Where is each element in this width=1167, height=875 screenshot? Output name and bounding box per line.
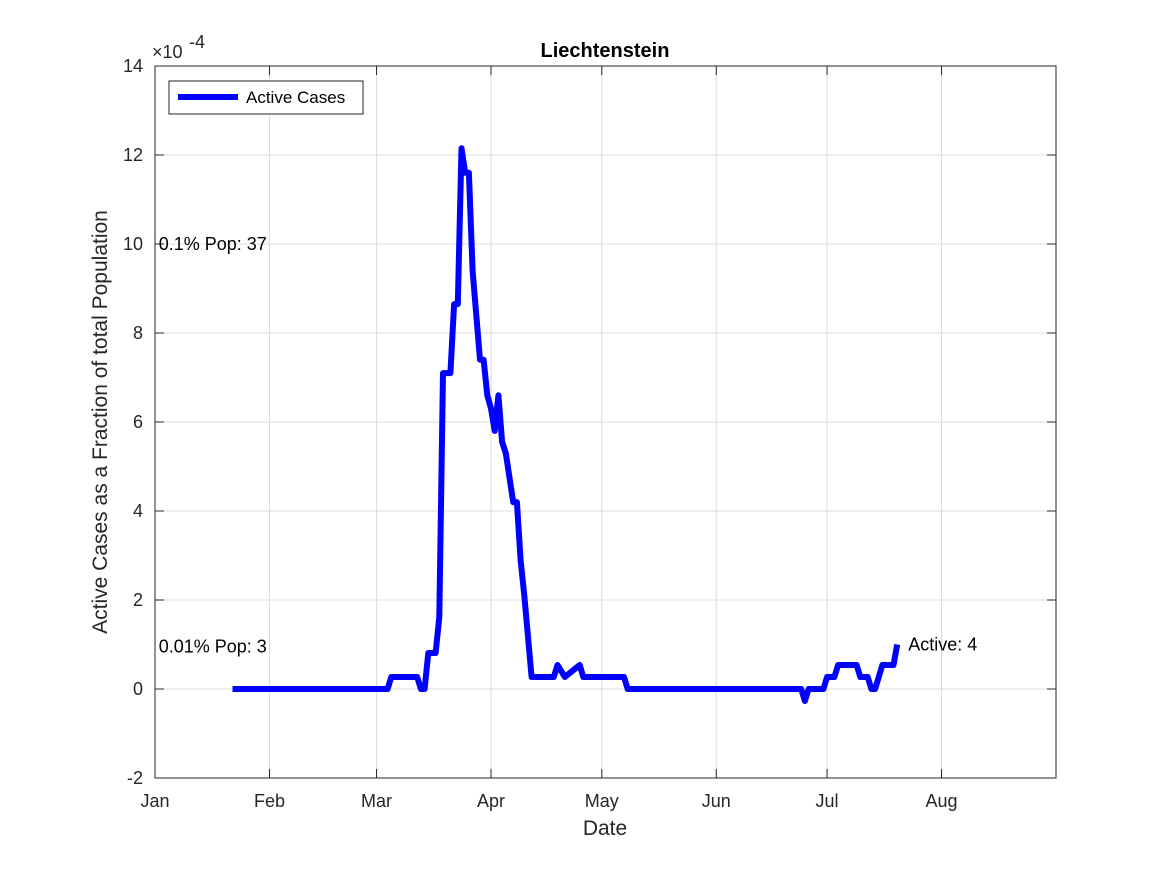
series-layer	[232, 145, 901, 704]
y-tick-label: 12	[123, 145, 143, 165]
annotation-1: 0.01% Pop: 3	[159, 637, 267, 657]
y-exponent-base: ×10	[152, 42, 183, 62]
y-tick-label: 0	[133, 679, 143, 699]
y-tick-label: 4	[133, 501, 143, 521]
series-line-active-cases	[232, 145, 901, 704]
legend[interactable]: Active Cases	[168, 80, 364, 115]
y-tick-label: 14	[123, 56, 143, 76]
x-tick-label: Apr	[477, 791, 505, 811]
y-tick-label: -2	[127, 768, 143, 788]
x-tick-label: Jul	[816, 791, 839, 811]
y-axis-exponent: ×10 -4	[152, 32, 205, 62]
x-tick-label: May	[585, 791, 619, 811]
annotations: 0.1% Pop: 37 0.01% Pop: 3 Active: 4	[159, 234, 978, 657]
x-tick-label: Feb	[254, 791, 285, 811]
annotation-0: 0.1% Pop: 37	[159, 234, 267, 254]
legend-label-active-cases: Active Cases	[246, 88, 345, 107]
x-tick-label: Aug	[926, 791, 958, 811]
tick-labels: Jan Feb Mar Apr May Jun Jul Aug -2 0 2 4 6 8 10 12 14	[123, 56, 958, 811]
y-exponent-power: -4	[189, 32, 205, 52]
x-tick-label: Jun	[702, 791, 731, 811]
x-tick-label: Jan	[140, 791, 169, 811]
ticks	[154, 65, 1056, 779]
y-axis-label: Active Cases as a Fraction of total Popu…	[89, 210, 112, 634]
y-tick-label: 10	[123, 234, 143, 254]
y-tick-label: 6	[133, 412, 143, 432]
x-tick-label: Mar	[361, 791, 392, 811]
x-axis-label: Date	[583, 817, 627, 840]
chart-title: Liechtenstein	[541, 40, 670, 62]
annotation-2: Active: 4	[908, 635, 977, 655]
y-tick-label: 2	[133, 590, 143, 610]
y-tick-label: 8	[133, 323, 143, 343]
